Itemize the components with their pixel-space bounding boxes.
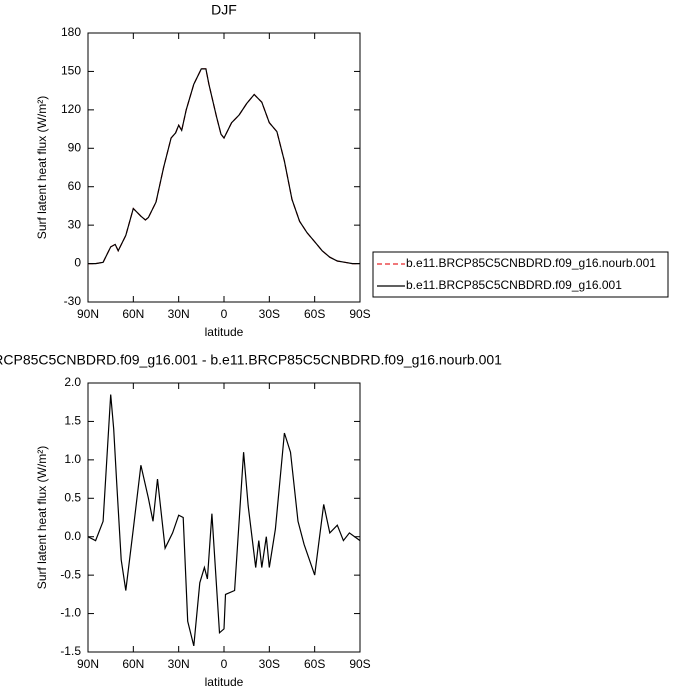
x-axis-label: latitude [205,325,244,339]
x-tick-label: 30S [259,657,280,671]
y-tick-label: 150 [61,64,81,78]
y-tick-label: -1.5 [60,644,81,658]
x-axis-label: latitude [205,675,244,689]
y-tick-label: 0 [74,256,81,270]
x-tick-label: 90S [349,657,370,671]
x-tick-label: 30N [168,307,190,321]
chart-title: b.e11.BRCP85C5CNBDRD.f09_g16.001 - b.e11… [0,352,502,368]
y-axis-label: Surf latent heat flux (W/m²) [35,96,49,239]
y-tick-label: 90 [68,140,82,154]
y-tick-label: 60 [68,179,82,193]
y-tick-label: -30 [64,294,82,308]
plot-frame [87,382,361,653]
x-tick-label: 30S [259,307,280,321]
y-axis-label: Surf latent heat flux (W/m²) [35,446,49,589]
y-tick-label: 180 [61,25,81,39]
x-tick-label: 90N [77,657,99,671]
y-tick-label: 2.0 [64,375,81,389]
chart-title: DJF [211,2,237,18]
y-tick-label: 120 [61,102,81,116]
x-tick-label: 30N [168,657,190,671]
y-tick-label: 1.0 [64,452,81,466]
x-tick-label: 90S [349,307,370,321]
y-tick-label: -0.5 [60,567,81,581]
y-tick-label: 1.5 [64,414,81,428]
x-tick-label: 60S [304,307,325,321]
x-tick-label: 60N [122,657,144,671]
legend-label: b.e11.BRCP85C5CNBDRD.f09_g16.nourb.001 [406,256,656,270]
y-tick-label: 0.0 [64,529,81,543]
x-tick-label: 60N [122,307,144,321]
x-tick-label: 0 [221,657,228,671]
x-tick-label: 0 [221,307,228,321]
y-tick-label: 30 [68,217,82,231]
y-tick-label: -1.0 [60,606,81,620]
data-line [87,394,361,647]
plot-frame [87,32,361,303]
y-tick-label: 0.5 [64,490,81,504]
x-tick-label: 90N [77,307,99,321]
data-line [88,68,360,265]
legend-box [372,251,669,298]
data-line [88,68,360,265]
legend-label: b.e11.BRCP85C5CNBDRD.f09_g16.001 [406,278,622,292]
x-tick-label: 60S [304,657,325,671]
